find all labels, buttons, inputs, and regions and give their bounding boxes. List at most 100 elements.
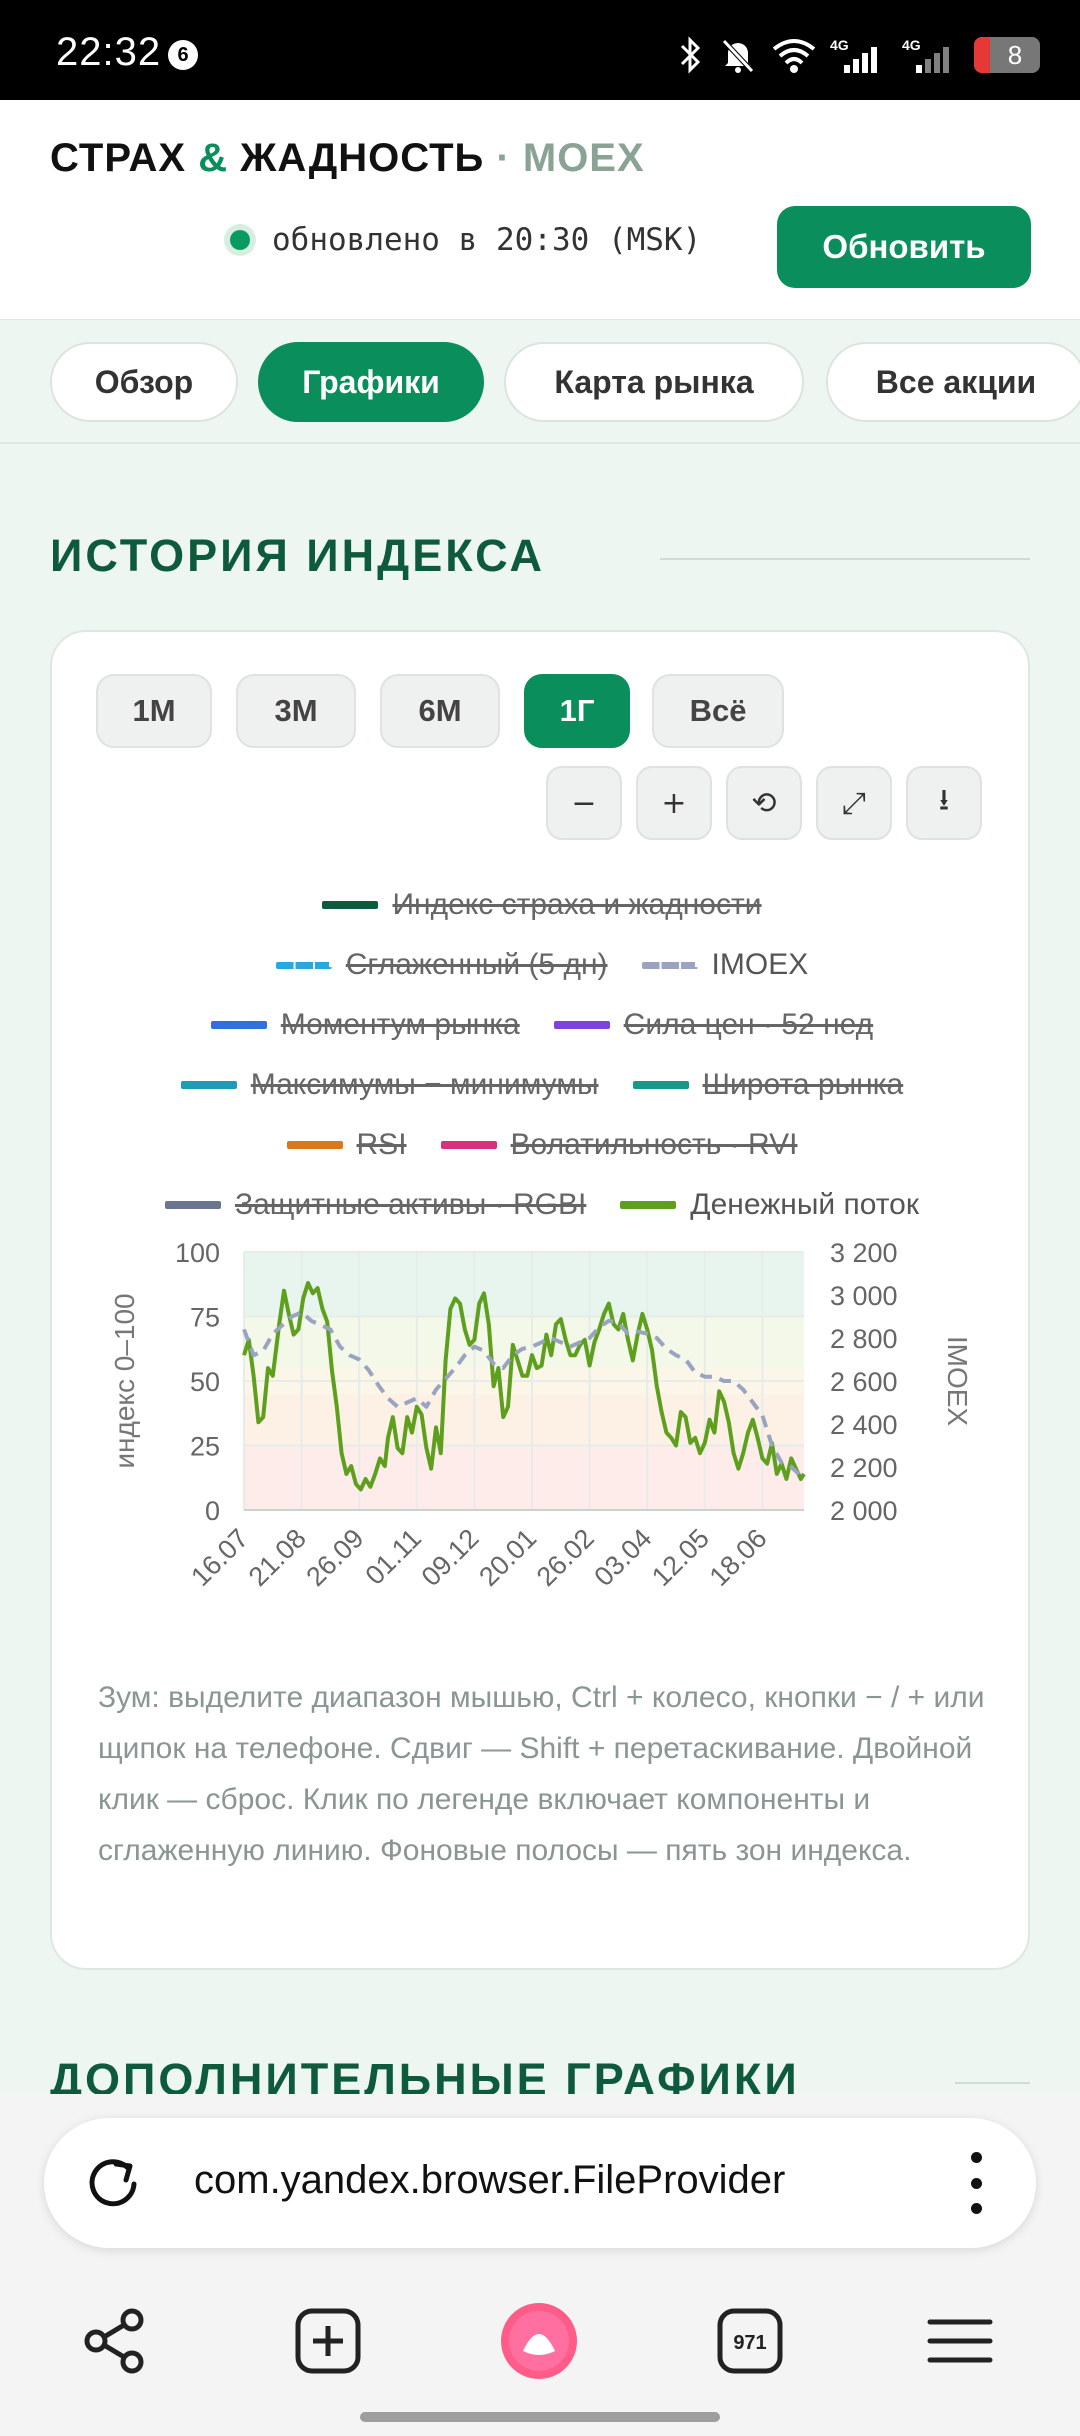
download-button[interactable]: ⭳ [906,766,982,840]
legend-label: Моментум рынка [280,1008,520,1041]
tab-charts[interactable]: Графики [258,342,484,422]
wifi-icon [772,39,816,73]
y2-axis-label: IMOEX [942,1336,973,1427]
tabs-count: 971 [733,2332,766,2354]
legend-row: Индекс страха и жадности [52,888,1032,922]
legend-item[interactable]: Моментум рынка [210,1008,520,1042]
zoom-out-button[interactable]: − [546,766,622,840]
legend-item[interactable]: IMOEX [641,948,809,982]
legend-row: Сглаженный (5 дн) IMOEX [52,948,1032,982]
refresh-button[interactable]: Обновить [777,206,1031,288]
range-1m-button[interactable]: 1М [96,674,212,748]
legend-item[interactable]: Индекс страха и жадности [322,888,762,922]
legend-item[interactable]: Защитные активы · RGBI [165,1188,586,1222]
legend-item[interactable]: Максимумы − минимумы [180,1068,599,1102]
tabs-count-icon: 971 [717,2308,783,2374]
y-tick-label: 50 [190,1367,220,1397]
legend-swatch [180,1081,237,1089]
legend-swatch [641,961,698,969]
y2-tick-label: 2 000 [830,1496,898,1526]
x-tick-label: 26.02 [531,1523,600,1592]
legend-swatch [210,1021,267,1029]
app-header: СТРАХ & ЖАДНОСТЬ · MOEX обновлено в 20:3… [0,100,1080,320]
menu-button[interactable] [915,2296,1005,2386]
legend-swatch [620,1201,677,1209]
y2-tick-label: 2 200 [830,1453,898,1483]
y-tick-label: 100 [175,1238,220,1268]
legend-label: Сглаженный (5 дн) [345,948,608,981]
range-3m-button[interactable]: 3М [236,674,356,748]
legend-label: Денежный поток [690,1188,919,1221]
bluetooth-icon [680,36,701,74]
legend-label: Волатильность · RVI [510,1128,798,1161]
update-status: обновлено в 20:30 (MSK) [230,222,701,258]
plus-square-icon [295,2308,361,2374]
x-tick-label: 26.09 [300,1523,369,1592]
status-bar: 22:32 6 4G 4G 8 [0,0,1080,100]
y-axis-label: индекс 0–100 [109,1293,140,1468]
tab-overview[interactable]: Обзор [50,342,238,422]
mute-bell-icon [722,39,754,73]
reset-zoom-button[interactable]: ⟲ [726,766,802,840]
expand-icon: ⤢ [842,785,866,821]
share-icon [84,2308,144,2374]
legend-item[interactable]: Широта рынка [632,1068,904,1102]
alice-icon [501,2303,577,2379]
legend-swatch [286,1141,343,1149]
chart-zone [244,1445,804,1510]
zoom-in-button[interactable]: + [636,766,712,840]
address-url[interactable]: com.yandex.browser.FileProvider [194,2158,786,2202]
legend-label: IMOEX [711,948,809,981]
x-tick-label: 20.01 [473,1523,542,1592]
update-time: обновлено в 20:30 (MSK) [272,222,702,258]
tab-all-stocks[interactable]: Все акции [826,342,1080,422]
legend-label: Максимумы − минимумы [250,1068,599,1101]
home-indicator [360,2412,720,2422]
legend-item[interactable]: Сглаженный (5 дн) [275,948,608,982]
range-6m-button[interactable]: 6М [380,674,500,748]
x-tick-label: 16.07 [185,1523,254,1592]
y2-tick-label: 2 400 [830,1410,898,1440]
tabs-button[interactable]: 971 [705,2296,795,2386]
legend-label: RSI [356,1128,407,1161]
notification-badge: 6 [168,40,198,70]
legend-item[interactable]: Сила цен · 52 нед [553,1008,874,1042]
legend-row: Защитные активы · RGBI Денежный поток [52,1188,1032,1222]
alice-assistant-button[interactable] [494,2296,584,2386]
y2-tick-label: 3 000 [830,1281,898,1311]
legend-label: Сила цен · 52 нед [623,1008,874,1041]
x-tick-label: 21.08 [243,1523,312,1592]
x-tick-label: 03.04 [588,1523,657,1592]
legend-swatch [165,1201,221,1209]
legend-swatch [632,1081,689,1089]
system-icons: 4G 4G 8 [678,30,1040,80]
legend-item[interactable]: RSI [286,1128,407,1162]
legend-swatch [275,961,332,969]
history-card: 1М 3М 6М 1Г Всё − + ⟲ ⤢ ⭳ Индекс страха … [50,630,1030,1970]
x-tick-label: 12.05 [646,1523,715,1592]
range-all-button[interactable]: Всё [652,674,784,748]
legend-label: Широта рынка [702,1068,904,1101]
share-button[interactable] [70,2296,160,2386]
address-bar[interactable]: com.yandex.browser.FileProvider [44,2118,1036,2248]
hamburger-icon [927,2319,993,2363]
more-menu-icon[interactable] [966,2152,986,2214]
nav-tabs: Обзор Графики Карта рынка Все акции [0,322,1080,444]
x-tick-label: 01.11 [359,1523,427,1591]
browser-nav-bar: 971 [0,2280,1080,2400]
legend-row: Максимумы − минимумы Широта рынка [52,1068,1032,1102]
tab-market-map[interactable]: Карта рынка [504,342,804,422]
signal-sim1-icon: 4G [830,35,888,75]
y-tick-label: 25 [190,1432,220,1462]
reload-icon[interactable] [80,2150,146,2216]
new-tab-button[interactable] [283,2296,373,2386]
range-1y-button[interactable]: 1Г [524,674,630,748]
zoom-out-icon: − [571,785,597,821]
legend-item[interactable]: Волатильность · RVI [440,1128,798,1162]
status-time: 22:32 [56,30,162,74]
expand-button[interactable]: ⤢ [816,766,892,840]
legend-item[interactable]: Денежный поток [620,1188,919,1222]
imoex-series-line [242,1310,806,1480]
y-tick-label: 0 [205,1496,220,1526]
legend-label: Индекс страха и жадности [392,888,762,921]
